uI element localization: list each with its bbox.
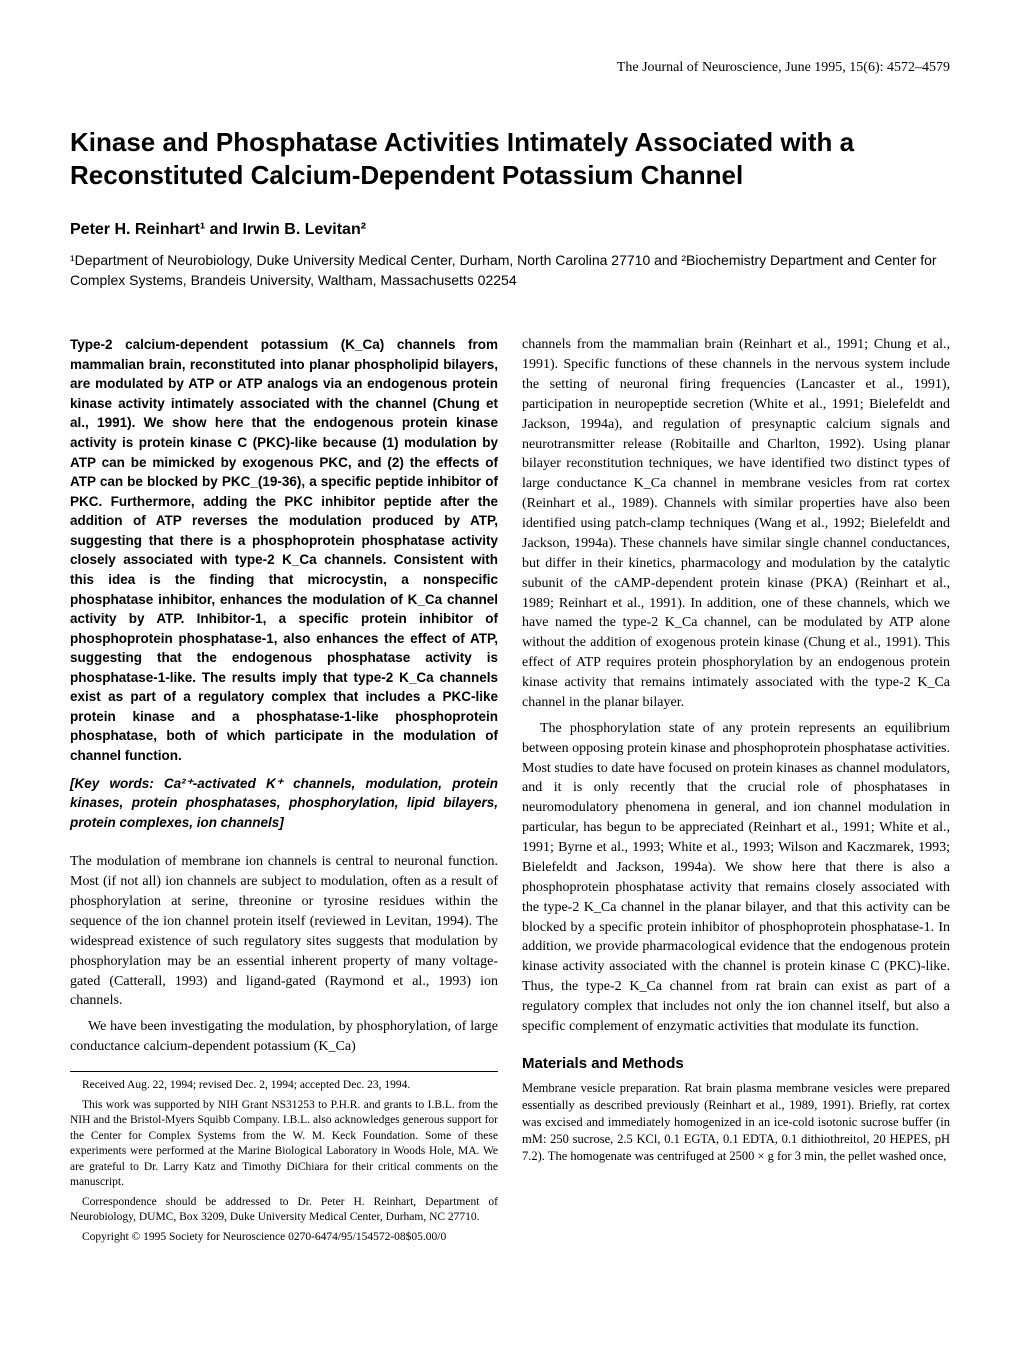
footnotes: Received Aug. 22, 1994; revised Dec. 2, … <box>70 1071 498 1245</box>
content-columns: Type-2 calcium-dependent potassium (K_Ca… <box>70 335 950 1249</box>
acknowledgment: This work was supported by NIH Grant NS3… <box>70 1098 498 1191</box>
intro-paragraph-1: The modulation of membrane ion channels … <box>70 852 498 1011</box>
col2-paragraph-2: The phosphorylation state of any protein… <box>522 719 950 1037</box>
left-column: Type-2 calcium-dependent potassium (K_Ca… <box>70 335 498 1249</box>
methods-paragraph-1: Membrane vesicle preparation. Rat brain … <box>522 1080 950 1164</box>
right-column: channels from the mammalian brain (Reinh… <box>522 335 950 1249</box>
copyright: Copyright © 1995 Society for Neuroscienc… <box>70 1230 498 1246</box>
col2-paragraph-1: channels from the mammalian brain (Reinh… <box>522 335 950 713</box>
article-title: Kinase and Phosphatase Activities Intima… <box>70 126 950 191</box>
journal-header: The Journal of Neuroscience, June 1995, … <box>70 60 950 76</box>
received-date: Received Aug. 22, 1994; revised Dec. 2, … <box>70 1078 498 1094</box>
affiliation: ¹Department of Neurobiology, Duke Univer… <box>70 251 950 290</box>
keywords: [Key words: Ca²⁺-activated K⁺ channels, … <box>70 774 498 833</box>
methods-heading: Materials and Methods <box>522 1053 950 1074</box>
correspondence: Correspondence should be addressed to Dr… <box>70 1195 498 1226</box>
authors: Peter H. Reinhart¹ and Irwin B. Levitan² <box>70 221 950 239</box>
abstract: Type-2 calcium-dependent potassium (K_Ca… <box>70 335 498 765</box>
intro-paragraph-2: We have been investigating the modulatio… <box>70 1017 498 1057</box>
